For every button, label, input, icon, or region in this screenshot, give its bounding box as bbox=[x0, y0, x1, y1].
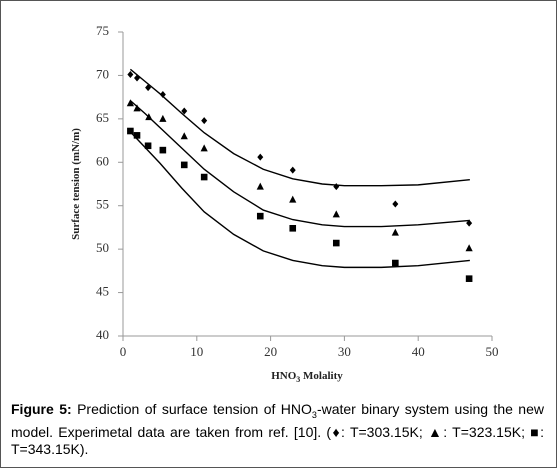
diamond-point bbox=[159, 91, 166, 99]
diamond-point bbox=[333, 183, 340, 191]
x-label-sub: 3 bbox=[296, 375, 300, 384]
triangle-point bbox=[180, 132, 188, 140]
model-line bbox=[129, 100, 470, 228]
x-label-rest: Molality bbox=[300, 370, 343, 382]
diamond-point bbox=[134, 74, 141, 82]
model-line bbox=[129, 131, 470, 269]
square-point bbox=[332, 239, 340, 247]
diamond-point bbox=[181, 107, 188, 115]
caption-text: Prediction of surface tension of HNO bbox=[71, 401, 312, 417]
square-point bbox=[144, 142, 152, 150]
square-point bbox=[289, 224, 297, 232]
square-point bbox=[159, 146, 167, 154]
square-point bbox=[200, 173, 208, 181]
triangle-point bbox=[256, 182, 264, 190]
triangle-point bbox=[391, 228, 399, 236]
triangle-point bbox=[145, 113, 153, 121]
x-axis-label: HNO3 Molality bbox=[271, 370, 343, 384]
diamond-point bbox=[127, 71, 134, 79]
y-tick-label: 75 bbox=[96, 23, 109, 38]
square-point bbox=[392, 259, 399, 267]
y-tick-label: 40 bbox=[96, 327, 109, 342]
x-label-main: HNO bbox=[271, 370, 297, 382]
caption-label: Figure 5: bbox=[11, 401, 72, 417]
square-point bbox=[180, 161, 188, 169]
triangle-point bbox=[159, 114, 167, 122]
x-tick-label: 30 bbox=[338, 344, 351, 359]
triangle-point bbox=[126, 99, 134, 107]
x-tick-label: 0 bbox=[120, 344, 127, 359]
caption: Figure 5: Prediction of surface tension … bbox=[11, 401, 544, 458]
square-point bbox=[127, 127, 134, 135]
caption-sub: 3 bbox=[311, 409, 317, 420]
y-axis-label: Surface tension (mN/m) bbox=[70, 128, 82, 240]
chart: Surface tension (mN/m) HNO3 Molality 40 4… bbox=[70, 23, 499, 384]
triangle-point bbox=[289, 195, 297, 203]
diamond-point bbox=[145, 84, 152, 92]
triangle-point bbox=[133, 104, 141, 112]
diamond-point bbox=[466, 219, 473, 227]
x-tick-label: 40 bbox=[412, 344, 425, 359]
triangle-point bbox=[200, 144, 208, 152]
triangle-point bbox=[332, 210, 340, 218]
y-tick-label: 45 bbox=[96, 284, 109, 299]
y-tick-label: 55 bbox=[96, 197, 109, 212]
model-line bbox=[129, 68, 470, 187]
x-tick-label: 20 bbox=[264, 344, 277, 359]
y-tick-label: 60 bbox=[96, 153, 109, 168]
diamond-point bbox=[201, 117, 208, 125]
y-tick-label: 70 bbox=[96, 66, 109, 81]
y-tick-label: 50 bbox=[96, 240, 109, 255]
square-point bbox=[256, 212, 264, 220]
y-tick-label: 65 bbox=[96, 110, 109, 125]
diamond-point bbox=[257, 153, 264, 161]
triangle-point bbox=[465, 244, 473, 252]
square-point bbox=[133, 132, 141, 139]
x-tick-label: 50 bbox=[486, 344, 499, 359]
x-tick-label: 10 bbox=[190, 344, 203, 359]
square-point bbox=[465, 275, 473, 282]
caption-text: -water binary system using the new model… bbox=[11, 401, 544, 457]
diamond-point bbox=[392, 200, 399, 208]
diamond-point bbox=[289, 166, 296, 174]
